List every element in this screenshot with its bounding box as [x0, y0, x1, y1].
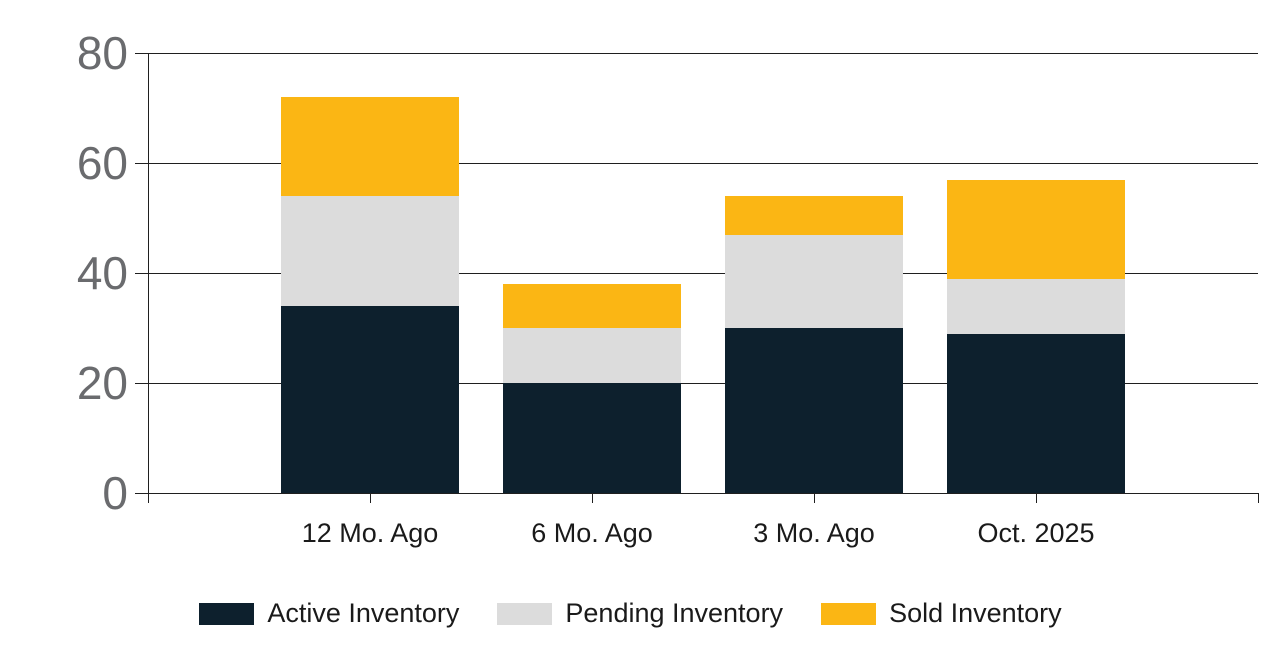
- bar-segment: [725, 328, 903, 493]
- x-axis-tick: [592, 493, 593, 503]
- y-axis-line: [148, 53, 149, 493]
- y-axis-tick: [135, 383, 148, 384]
- legend-label: Sold Inventory: [889, 598, 1062, 628]
- y-axis-label: 0: [102, 467, 128, 519]
- x-axis-tick: [1258, 493, 1259, 503]
- y-axis-tick: [135, 163, 148, 164]
- bar-segment: [947, 179, 1125, 279]
- x-axis-tick: [370, 493, 371, 503]
- y-axis-tick: [135, 53, 148, 54]
- legend-item: Active Inventory: [199, 598, 459, 629]
- y-axis-tick: [135, 273, 148, 274]
- gridline: [148, 53, 1258, 54]
- bar-segment: [503, 328, 681, 383]
- legend-swatch: [821, 602, 877, 625]
- legend-label: Active Inventory: [267, 598, 460, 628]
- y-axis-label: 40: [76, 247, 128, 299]
- x-axis-label: 12 Mo. Ago: [301, 518, 439, 548]
- bar-segment: [281, 306, 459, 493]
- legend-item: Sold Inventory: [821, 598, 1062, 629]
- y-axis-label: 20: [76, 357, 128, 409]
- gridline: [148, 383, 1258, 384]
- bar-segment: [725, 234, 903, 328]
- bar-segment: [503, 284, 681, 328]
- bar-3: [725, 196, 903, 493]
- legend-swatch: [199, 602, 255, 625]
- bar-4: [947, 179, 1125, 493]
- x-axis-label: 3 Mo. Ago: [753, 518, 875, 548]
- bar-2: [503, 284, 681, 493]
- bar-1: [281, 97, 459, 493]
- bar-segment: [947, 278, 1125, 334]
- y-axis-tick: [135, 493, 148, 494]
- x-axis-label: 6 Mo. Ago: [531, 518, 653, 548]
- legend: Active Inventory Pending Inventory Sold In…: [0, 598, 1261, 629]
- x-axis-line: [148, 493, 1258, 494]
- y-axis-label: 80: [76, 27, 128, 79]
- bar-segment: [281, 97, 459, 196]
- legend-label: Pending Inventory: [565, 598, 784, 628]
- bar-segment: [947, 333, 1125, 493]
- gridline: [148, 273, 1258, 274]
- gridline: [148, 163, 1258, 164]
- x-axis-tick: [814, 493, 815, 503]
- x-axis-tick: [148, 493, 149, 503]
- legend-swatch: [497, 602, 553, 625]
- bar-segment: [503, 383, 681, 493]
- x-axis-tick: [1036, 493, 1037, 503]
- bar-segment: [725, 196, 903, 235]
- legend-item: Pending Inventory: [497, 598, 783, 629]
- bar-segment: [281, 196, 459, 306]
- x-axis-label: Oct. 2025: [977, 518, 1095, 548]
- y-axis-label: 60: [76, 137, 128, 189]
